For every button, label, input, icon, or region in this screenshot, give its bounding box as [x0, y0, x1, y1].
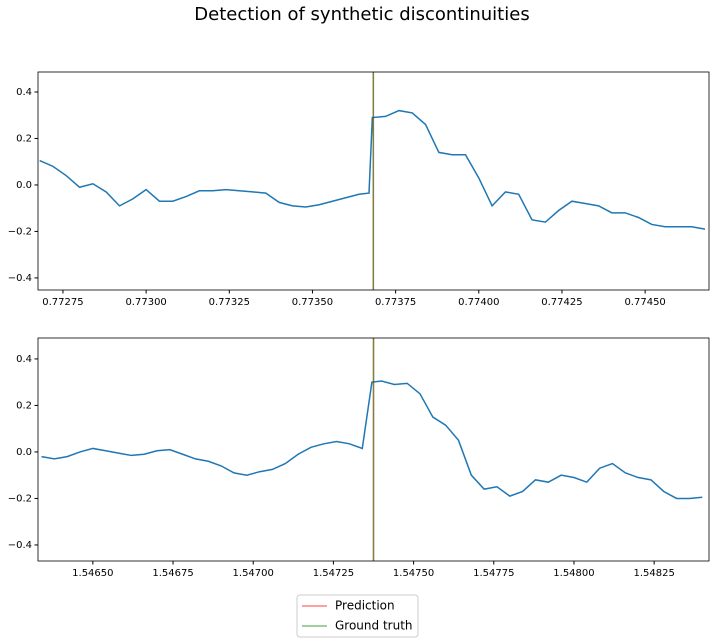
legend-box: [296, 594, 419, 638]
legend-label: Ground truth: [335, 619, 413, 633]
x-tick-label: 1.54825: [633, 568, 674, 579]
x-tick-label: 1.54650: [72, 568, 113, 579]
y-tick-label: 0.2: [16, 133, 32, 144]
y-tick-label: 0.0: [16, 447, 32, 458]
x-tick-label: 1.54725: [313, 568, 354, 579]
x-tick-label: 1.54775: [473, 568, 514, 579]
data-line: [41, 380, 703, 500]
y-tick-label: −0.4: [8, 273, 32, 284]
x-tick-label: 1.54800: [553, 568, 594, 579]
y-tick-label: −0.2: [8, 226, 32, 237]
x-tick-label: 0.77450: [624, 297, 665, 308]
data-line: [39, 109, 706, 230]
legend-label: Prediction: [335, 599, 395, 613]
figure-title: Detection of synthetic discontinuities: [194, 4, 529, 25]
x-tick-label: 1.54700: [233, 568, 274, 579]
y-tick-label: 0.4: [16, 354, 32, 365]
x-tick-label: 0.77350: [292, 297, 333, 308]
x-tick-label: 0.77325: [209, 297, 250, 308]
x-tick-label: 0.77375: [375, 297, 416, 308]
plot-frame: [37, 71, 710, 291]
y-tick-label: −0.4: [8, 540, 32, 551]
y-tick-label: 0.0: [16, 180, 32, 191]
x-tick-label: 1.54750: [393, 568, 434, 579]
x-tick-label: 0.77300: [125, 297, 166, 308]
y-tick-label: 0.4: [16, 87, 32, 98]
plot-frame: [37, 337, 710, 562]
x-tick-label: 0.77275: [42, 297, 83, 308]
y-tick-label: −0.2: [8, 493, 32, 504]
x-tick-label: 0.77425: [541, 297, 582, 308]
y-tick-label: 0.2: [16, 400, 32, 411]
x-tick-label: 1.54675: [152, 568, 193, 579]
x-tick-label: 0.77400: [458, 297, 499, 308]
